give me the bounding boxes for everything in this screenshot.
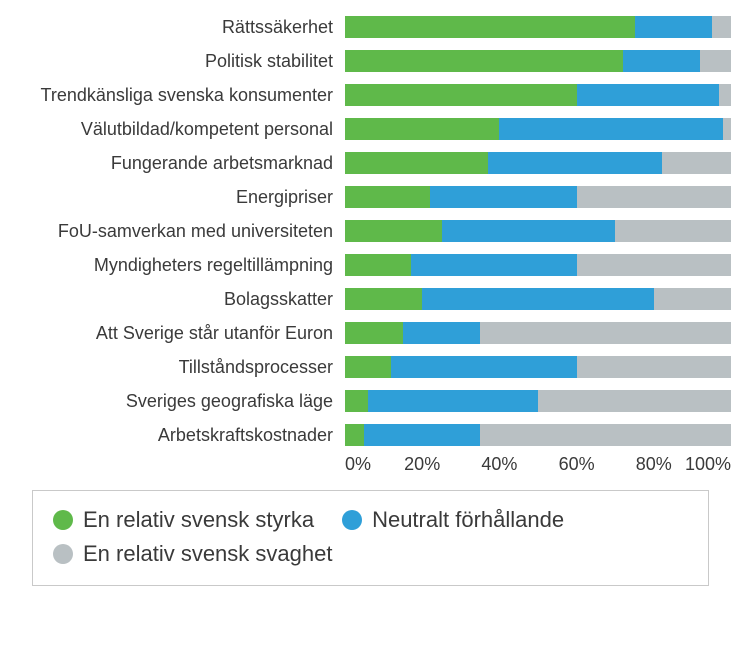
bar-segment-neutral bbox=[635, 16, 712, 38]
bar-segment-neutral bbox=[623, 50, 700, 72]
bar-row: FoU-samverkan med universiteten bbox=[10, 214, 731, 248]
bar-segment-strength bbox=[345, 152, 488, 174]
bar-segment-strength bbox=[345, 118, 499, 140]
bar-segment-weakness bbox=[480, 322, 731, 344]
x-tick: 20% bbox=[404, 454, 440, 475]
x-axis-track: 0% 20% 40% 60% 80% 100% bbox=[345, 452, 731, 476]
x-tick: 80% bbox=[636, 454, 672, 475]
bar-track bbox=[345, 186, 731, 208]
bar-segment-neutral bbox=[403, 322, 480, 344]
bar-segment-strength bbox=[345, 424, 364, 446]
bar-segment-strength bbox=[345, 84, 577, 106]
bar-track bbox=[345, 50, 731, 72]
bar-segment-strength bbox=[345, 50, 623, 72]
bar-segment-neutral bbox=[488, 152, 662, 174]
bar-track bbox=[345, 322, 731, 344]
bar-segment-neutral bbox=[577, 84, 720, 106]
bar-segment-neutral bbox=[364, 424, 480, 446]
x-tick: 60% bbox=[559, 454, 595, 475]
category-label: Fungerande arbetsmarknad bbox=[10, 153, 345, 174]
bar-segment-weakness bbox=[654, 288, 731, 310]
bar-segment-neutral bbox=[368, 390, 538, 412]
bar-row: Tillståndsprocesser bbox=[10, 350, 731, 384]
bar-segment-weakness bbox=[480, 424, 731, 446]
legend-label: En relativ svensk styrka bbox=[83, 507, 314, 533]
category-label: Sveriges geografiska läge bbox=[10, 391, 345, 412]
category-label: Välutbildad/kompetent personal bbox=[10, 119, 345, 140]
bar-segment-weakness bbox=[577, 254, 731, 276]
category-label: Politisk stabilitet bbox=[10, 51, 345, 72]
category-label: Rättssäkerhet bbox=[10, 17, 345, 38]
bar-row: Välutbildad/kompetent personal bbox=[10, 112, 731, 146]
bar-track bbox=[345, 152, 731, 174]
legend-label: Neutralt förhållande bbox=[372, 507, 564, 533]
bar-row: Trendkänsliga svenska konsumenter bbox=[10, 78, 731, 112]
bar-segment-weakness bbox=[538, 390, 731, 412]
bar-segment-neutral bbox=[411, 254, 577, 276]
bar-row: Att Sverige står utanför Euron bbox=[10, 316, 731, 350]
bar-segment-strength bbox=[345, 220, 442, 242]
legend-item-strength: En relativ svensk styrka bbox=[53, 507, 314, 533]
category-label: Tillståndsprocesser bbox=[10, 357, 345, 378]
x-tick: 40% bbox=[481, 454, 517, 475]
x-axis: 0% 20% 40% 60% 80% 100% bbox=[10, 452, 731, 476]
legend-label: En relativ svensk svaghet bbox=[83, 541, 332, 567]
bar-segment-neutral bbox=[430, 186, 577, 208]
bar-segment-weakness bbox=[577, 186, 731, 208]
bar-row: Arbetskraftskostnader bbox=[10, 418, 731, 452]
bar-segment-weakness bbox=[615, 220, 731, 242]
category-label: Myndigheters regeltillämpning bbox=[10, 255, 345, 276]
category-label: Trendkänsliga svenska konsumenter bbox=[10, 85, 345, 106]
bar-segment-weakness bbox=[719, 84, 731, 106]
bar-segment-weakness bbox=[712, 16, 731, 38]
bar-track bbox=[345, 424, 731, 446]
stacked-bar-chart: Rättssäkerhet Politisk stabilitet Trendkän… bbox=[10, 10, 731, 470]
bar-segment-weakness bbox=[700, 50, 731, 72]
bar-segment-strength bbox=[345, 16, 635, 38]
legend-swatch bbox=[53, 510, 73, 530]
bar-track bbox=[345, 84, 731, 106]
category-label: Energipriser bbox=[10, 187, 345, 208]
bar-segment-weakness bbox=[723, 118, 731, 140]
category-label: Att Sverige står utanför Euron bbox=[10, 323, 345, 344]
bar-segment-weakness bbox=[662, 152, 731, 174]
bar-track bbox=[345, 118, 731, 140]
bar-row: Myndigheters regeltillämpning bbox=[10, 248, 731, 282]
bar-track bbox=[345, 220, 731, 242]
bar-row: Fungerande arbetsmarknad bbox=[10, 146, 731, 180]
x-tick: 0% bbox=[345, 454, 371, 475]
legend-item-weakness: En relativ svensk svaghet bbox=[53, 541, 332, 567]
bar-track bbox=[345, 288, 731, 310]
bar-segment-strength bbox=[345, 390, 368, 412]
legend-swatch bbox=[53, 544, 73, 564]
bar-track bbox=[345, 254, 731, 276]
bar-track bbox=[345, 390, 731, 412]
bar-segment-weakness bbox=[577, 356, 731, 378]
bar-track bbox=[345, 16, 731, 38]
bar-segment-neutral bbox=[442, 220, 616, 242]
bar-row: Sveriges geografiska läge bbox=[10, 384, 731, 418]
bar-segment-strength bbox=[345, 186, 430, 208]
bar-segment-strength bbox=[345, 322, 403, 344]
bar-segment-strength bbox=[345, 254, 411, 276]
bar-row: Politisk stabilitet bbox=[10, 44, 731, 78]
legend: En relativ svensk styrka Neutralt förhåll… bbox=[32, 490, 709, 586]
bar-segment-neutral bbox=[391, 356, 576, 378]
bar-segment-neutral bbox=[499, 118, 723, 140]
bar-segment-strength bbox=[345, 288, 422, 310]
x-tick: 100% bbox=[685, 454, 731, 475]
legend-swatch bbox=[342, 510, 362, 530]
category-label: Bolagsskatter bbox=[10, 289, 345, 310]
bar-row: Energipriser bbox=[10, 180, 731, 214]
bar-row: Rättssäkerhet bbox=[10, 10, 731, 44]
bar-segment-strength bbox=[345, 356, 391, 378]
category-label: Arbetskraftskostnader bbox=[10, 425, 345, 446]
bar-track bbox=[345, 356, 731, 378]
bar-row: Bolagsskatter bbox=[10, 282, 731, 316]
legend-item-neutral: Neutralt förhållande bbox=[342, 507, 564, 533]
category-label: FoU-samverkan med universiteten bbox=[10, 221, 345, 242]
bar-segment-neutral bbox=[422, 288, 654, 310]
